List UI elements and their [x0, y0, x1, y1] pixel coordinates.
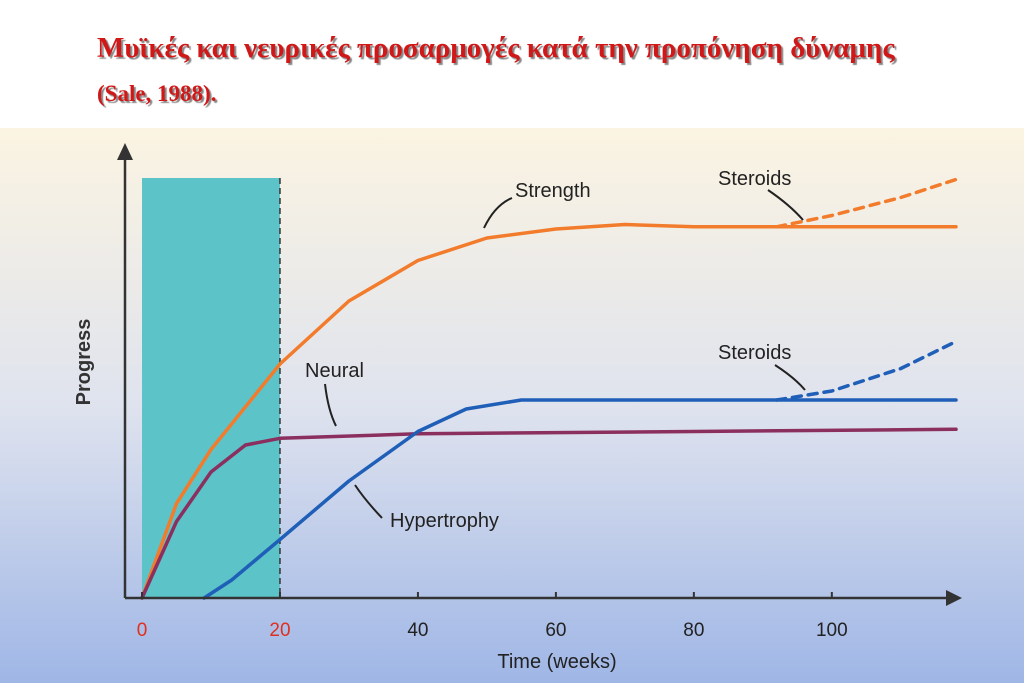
series-line	[140, 222, 958, 600]
x-axis-label: Time (weeks)	[497, 651, 616, 673]
arrow	[354, 484, 383, 519]
series-label: Neural	[305, 360, 364, 382]
highlight-region	[142, 178, 280, 598]
series-label: Steroids	[718, 342, 791, 364]
series-line	[202, 398, 958, 600]
arrow	[324, 383, 337, 427]
x-tick-label: 40	[407, 620, 428, 641]
x-tick-label: 100	[816, 620, 848, 641]
series-label: Hypertrophy	[390, 510, 499, 532]
arrow	[767, 189, 804, 221]
title-text: Μυϊκές και νευρικές προσαρμογές κατά την…	[97, 32, 895, 64]
x-tick-label: 80	[683, 620, 704, 641]
y-axis-arrow	[117, 143, 133, 160]
x-tick-label: 0	[137, 620, 148, 641]
series-label: Strength	[515, 180, 591, 202]
arrow	[483, 197, 513, 229]
y-axis-label: Progress	[73, 319, 95, 406]
citation: (Sale, 1988).	[97, 81, 217, 106]
series-line	[774, 339, 958, 402]
series-line	[140, 427, 958, 600]
arrow	[774, 364, 806, 391]
x-tick-label: 20	[269, 620, 290, 641]
x-axis-arrow	[946, 590, 962, 606]
x-tick-label: 60	[545, 620, 566, 641]
series-label: Steroids	[718, 168, 791, 190]
slide-title: Μυϊκές και νευρικές προσαρμογές κατά την…	[97, 26, 927, 116]
